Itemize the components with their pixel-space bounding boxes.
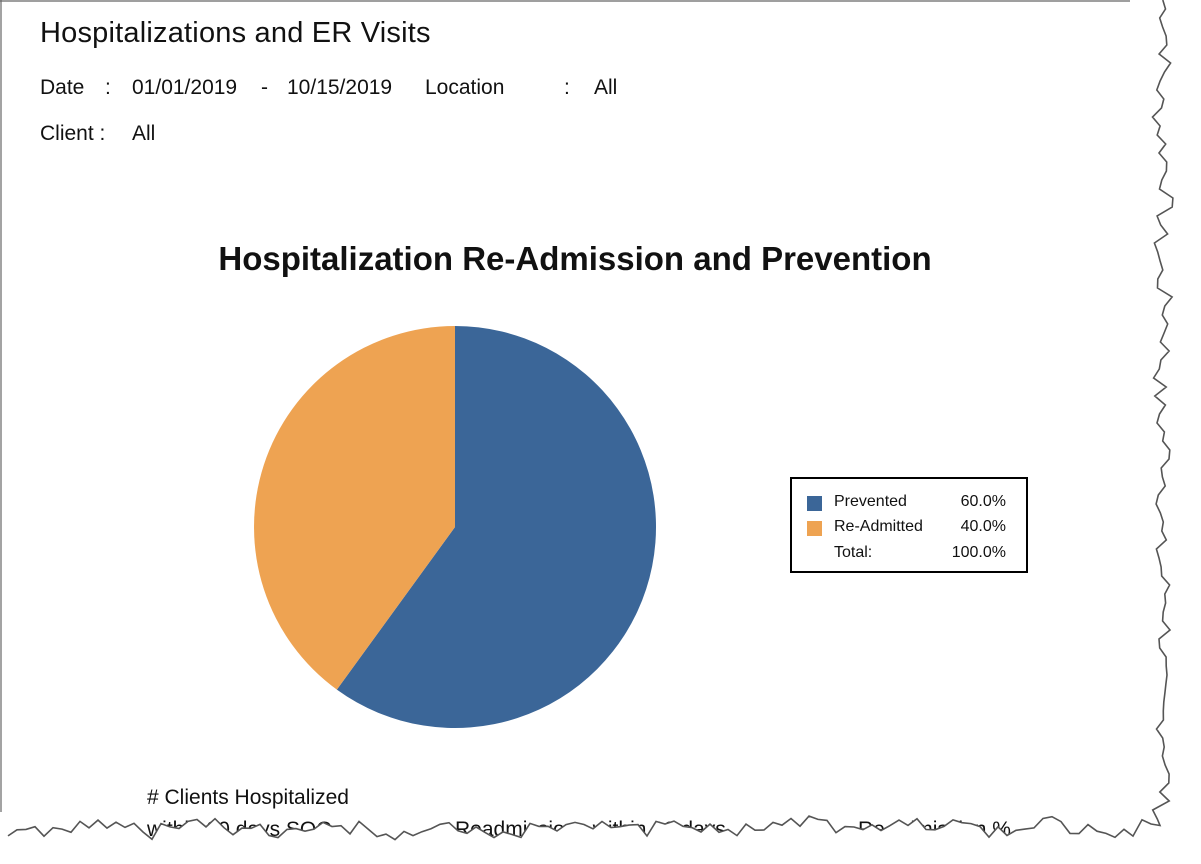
legend-value-readmitted: 40.0% [960,518,1006,535]
legend-total-label: Total: [834,544,873,561]
date-separator: : [105,76,111,99]
location-label: Location [425,76,505,99]
legend-total-value: 100.0% [951,544,1006,561]
legend-swatch-prevented [807,496,822,511]
date-dash: - [261,76,268,99]
chart-title: Hospitalization Re-Admission and Prevent… [218,240,932,277]
client-label: Client : [40,122,106,145]
client-value: All [132,122,156,145]
legend-value-prevented: 60.0% [960,493,1006,510]
legend-item-prevented: Prevented 60.0% [792,492,1026,514]
location-separator: : [564,76,570,99]
cutoff-column-1: within 30 days SOC [147,818,332,841]
cutoff-column-3: Re-admission % [858,818,1011,841]
clients-hospitalized-label: # Clients Hospitalized [147,786,349,809]
pie-chart [254,326,657,728]
date-start: 01/01/2019 [132,76,238,99]
legend-label-prevented: Prevented [834,493,907,510]
location-value: All [594,76,618,99]
chart-legend: Prevented 60.0% Re-Admitted 40.0% Total:… [790,477,1028,573]
cutoff-column-2: Readmissions within 30 days [455,818,726,841]
date-end: 10/15/2019 [287,76,393,99]
report-title: Hospitalizations and ER Visits [40,17,431,49]
legend-label-readmitted: Re-Admitted [834,518,923,535]
client-line: Client : All [40,122,340,150]
date-label: Date [40,76,85,99]
legend-total-row: Total: 100.0% [792,543,1026,565]
date-location-line: Date : 01/01/2019 - 10/15/2019 Location … [40,76,740,104]
legend-swatch-readmitted [807,521,822,536]
legend-item-readmitted: Re-Admitted 40.0% [792,517,1026,539]
